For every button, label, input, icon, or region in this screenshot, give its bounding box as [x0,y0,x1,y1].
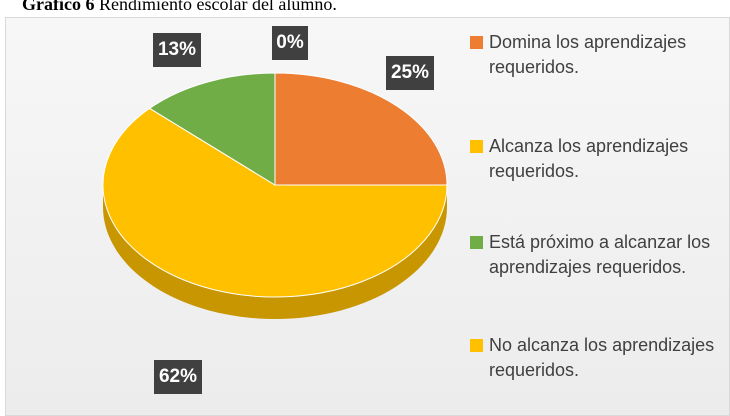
legend-label: Alcanza los aprendizajes requeridos. [489,136,689,181]
pie-slice [148,72,276,186]
legend-swatch [470,339,483,352]
data-label: 13% [158,39,196,60]
data-label-box [154,360,202,394]
pie-slice [274,72,448,186]
legend-label: Está próximo a alcanzar los aprendizajes… [489,232,711,277]
data-label-box [386,56,434,90]
pie-slice [102,107,448,298]
data-label-box [153,33,201,67]
legend-swatch [470,36,483,49]
legend-label: No alcanza los aprendizajes requeridos. [489,335,715,380]
data-label-box [272,26,308,60]
data-label: 0% [276,32,304,53]
title-text: Rendimiento escolar del alumno. [98,0,337,14]
data-label: 25% [391,62,429,83]
pie-side [103,185,447,319]
legend-swatch [470,236,483,249]
legend-swatch [470,140,483,153]
chart-title: Gráfico 6 Rendimiento escolar del alumno… [22,0,337,15]
legend-label: Domina los aprendizajes requeridos. [489,32,687,77]
title-label: Gráfico 6 [22,0,95,14]
data-label: 62% [159,366,197,387]
